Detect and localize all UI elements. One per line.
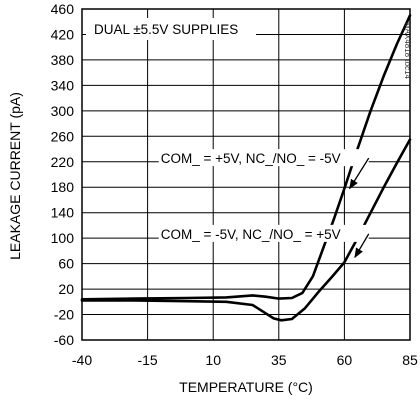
annotation-bg-1	[158, 149, 369, 167]
annotation-label-2: COM_ = -5V, NC_/NO_ = +5V	[161, 227, 341, 242]
y-tick-label: 220	[51, 154, 75, 170]
x-tick-labels: -40 -15 10 35 60 85	[72, 352, 418, 368]
series-lines	[80, 14, 412, 322]
y-tick-labels: -60 -20 20 60 100 140 180 220 260 300 340 380 420 460	[51, 1, 75, 348]
x-tick-label: 35	[271, 352, 287, 368]
series-line-2	[80, 138, 412, 322]
x-tick-label: -40	[72, 352, 92, 368]
y-tick-label: 340	[51, 77, 75, 93]
y-tick-label: 100	[51, 230, 75, 246]
y-tick-label: 140	[51, 205, 75, 221]
y-tick-label: 60	[58, 256, 74, 272]
annotation-arrow-2	[354, 233, 370, 259]
annotation-bg-2	[158, 224, 369, 242]
y-tick-label: -60	[54, 332, 74, 348]
legend-box-label: DUAL ±5.5V SUPPLIES	[94, 22, 238, 37]
chart-watermark: MAX4818 toc14	[403, 22, 412, 79]
annotation-label-1: COM_ = +5V, NC_/NO_ = -5V	[161, 151, 341, 166]
x-tick-label: 10	[205, 352, 221, 368]
y-tick-label: 260	[51, 128, 75, 144]
y-tick-label: 420	[51, 26, 75, 42]
grid	[81, 8, 411, 341]
annotations: COM_ = +5V, NC_/NO_ = -5V COM_ = -5V, NC_…	[158, 149, 370, 259]
legend-box: DUAL ±5.5V SUPPLIES	[86, 18, 256, 40]
x-axis-label: TEMPERATURE (°C)	[179, 379, 313, 395]
annotation-arrow-1	[349, 157, 370, 190]
plot-border	[81, 8, 411, 341]
y-tick-label: 180	[51, 179, 75, 195]
x-tick-label: 60	[337, 352, 353, 368]
y-tick-label: 20	[58, 281, 74, 297]
y-tick-label: 380	[51, 52, 75, 68]
y-tick-label: -20	[54, 307, 74, 323]
series-line-1	[80, 14, 412, 301]
x-tick-label: 85	[402, 352, 418, 368]
y-tick-label: 300	[51, 103, 75, 119]
y-axis-label: LEAKAGE CURRENT (pA)	[7, 92, 23, 260]
y-tick-label: 460	[51, 1, 75, 17]
x-tick-label: -15	[137, 352, 157, 368]
plot-frame	[81, 8, 411, 341]
legend-box-rect	[86, 18, 256, 40]
